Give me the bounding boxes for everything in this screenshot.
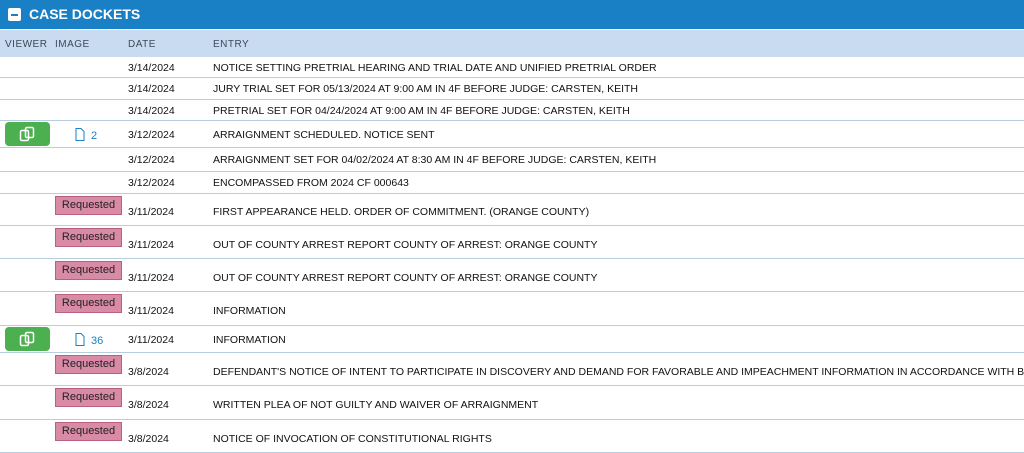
request-status: Requested	[55, 196, 122, 215]
docket-date: 3/11/2024	[128, 305, 174, 317]
panel-header[interactable]: CASE DOCKETS	[0, 0, 1024, 29]
docket-row: Requested 3/8/2024 DEFENDANT'S NOTICE OF I…	[0, 353, 1024, 386]
docket-entry: OUT OF COUNTY ARREST REPORT COUNTY OF AR…	[213, 238, 598, 251]
docket-date: 3/8/2024	[128, 399, 169, 411]
docket-entry: DEFENDANT'S NOTICE OF INTENT TO PARTICIP…	[213, 365, 1024, 378]
docket-date: 3/12/2024	[128, 128, 175, 141]
image-link[interactable]: 36	[75, 332, 104, 347]
request-status: Requested	[55, 261, 122, 280]
docket-row: 3/12/2024 ARRAIGNMENT SET FOR 04/02/2024 …	[0, 148, 1024, 172]
docket-entry: PRETRIAL SET FOR 04/24/2024 AT 9:00 AM I…	[213, 104, 630, 117]
docket-row: Requested 3/11/2024 FIRST APPEARANCE HELD.…	[0, 194, 1024, 226]
image-count[interactable]: 36	[91, 334, 104, 347]
docket-date: 3/14/2024	[128, 104, 175, 117]
request-status: Requested	[55, 388, 122, 407]
document-icon	[75, 332, 85, 346]
docket-entry: ARRAIGNMENT SCHEDULED. NOTICE SENT	[213, 128, 435, 141]
docket-row: Requested 3/8/2024 WRITTEN PLEA OF NOT GUI…	[0, 386, 1024, 420]
viewer-button[interactable]	[5, 327, 50, 351]
request-status: Requested	[55, 355, 122, 374]
request-status: Requested	[55, 294, 122, 313]
document-icon	[75, 127, 85, 141]
docket-row: 3/12/2024 ENCOMPASSED FROM 2024 CF 000643	[0, 172, 1024, 194]
request-status: Requested	[55, 228, 122, 247]
docket-date: 3/8/2024	[128, 432, 169, 445]
docket-date: 3/11/2024	[128, 333, 174, 346]
column-header-row: VIEWER IMAGE DATE ENTRY	[0, 30, 1024, 57]
image-count[interactable]: 2	[91, 129, 98, 142]
column-header: IMAGE	[55, 39, 90, 50]
docket-row: Requested 3/11/2024 INFORMATION	[0, 292, 1024, 326]
image-link[interactable]: 2	[75, 127, 98, 142]
docket-entry: NOTICE SETTING PRETRIAL HEARING AND TRIA…	[213, 61, 657, 74]
docket-row: Requested 3/8/2024 NOTICE OF INVOCATION OF…	[0, 420, 1024, 453]
docket-date: 3/14/2024	[128, 83, 175, 95]
request-status: Requested	[55, 422, 122, 441]
docket-entry: NOTICE OF INVOCATION OF CONSTITUTIONAL R…	[213, 432, 492, 445]
panel-title: CASE DOCKETS	[29, 6, 141, 22]
docket-date: 3/8/2024	[128, 365, 169, 378]
docket-entry: ENCOMPASSED FROM 2024 CF 000643	[213, 177, 409, 189]
docket-date: 3/12/2024	[128, 177, 175, 189]
docket-entry: INFORMATION	[213, 333, 286, 346]
docket-date: 3/12/2024	[128, 154, 175, 166]
collapse-icon[interactable]	[8, 8, 21, 21]
docket-row: 3/14/2024 NOTICE SETTING PRETRIAL HEARING…	[0, 57, 1024, 78]
viewer-icon	[19, 126, 35, 142]
docket-entry: JURY TRIAL SET FOR 05/13/2024 AT 9:00 AM…	[213, 83, 639, 95]
docket-date: 3/11/2024	[128, 206, 174, 218]
docket-date: 3/11/2024	[128, 271, 174, 284]
viewer-button[interactable]	[5, 122, 50, 146]
docket-entry: FIRST APPEARANCE HELD. ORDER OF COMMITME…	[213, 206, 590, 218]
docket-row: 3/14/2024 JURY TRIAL SET FOR 05/13/2024 A…	[0, 78, 1024, 100]
docket-date: 3/11/2024	[128, 238, 174, 251]
docket-row: Requested 3/11/2024 OUT OF COUNTY ARREST R…	[0, 259, 1024, 292]
docket-entry: WRITTEN PLEA OF NOT GUILTY AND WAIVER OF…	[213, 399, 539, 411]
docket-row: 3/14/2024 PRETRIAL SET FOR 04/24/2024 AT …	[0, 100, 1024, 121]
docket-entry: INFORMATION	[213, 305, 286, 317]
docket-row: 2 3/12/2024 ARRAIGNMENT SCHEDULED. NOTICE …	[0, 121, 1024, 148]
column-header: VIEWER	[5, 39, 48, 50]
docket-entry: OUT OF COUNTY ARREST REPORT COUNTY OF AR…	[213, 271, 598, 284]
viewer-icon	[19, 331, 35, 347]
docket-row: 36 3/11/2024 INFORMATION	[0, 326, 1024, 353]
column-header: DATE	[128, 39, 156, 50]
column-header: ENTRY	[213, 39, 250, 50]
docket-entry: ARRAIGNMENT SET FOR 04/02/2024 AT 8:30 A…	[213, 154, 657, 166]
docket-date: 3/14/2024	[128, 61, 175, 74]
docket-row: Requested 3/11/2024 OUT OF COUNTY ARREST R…	[0, 226, 1024, 259]
